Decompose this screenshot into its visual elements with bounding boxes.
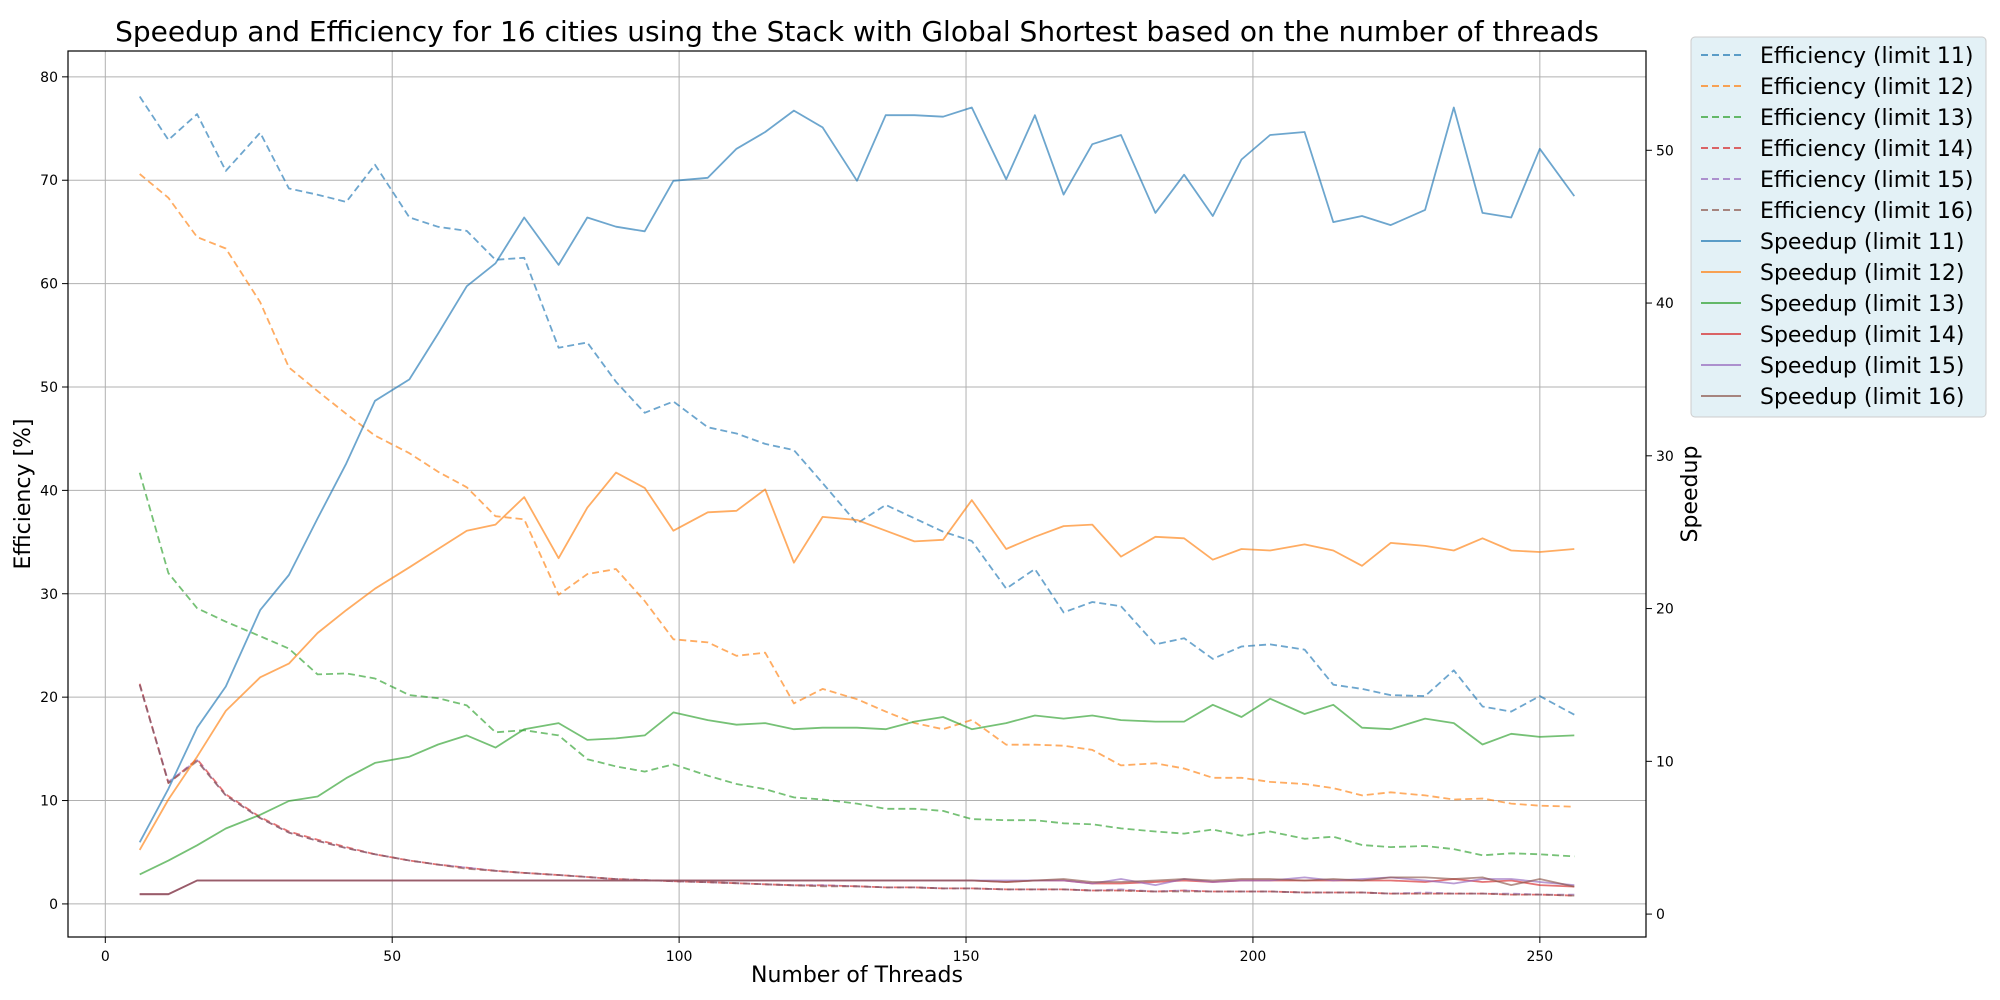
x-tick-label: 250 <box>1526 949 1553 965</box>
legend-label: Speedup (limit 16) <box>1760 385 1964 410</box>
x-tick-label: 50 <box>383 949 401 965</box>
legend-label: Speedup (limit 13) <box>1760 292 1964 317</box>
series-line <box>138 106 1576 843</box>
y-right-tick-label: 0 <box>1656 907 1665 923</box>
y-left-tick-label: 0 <box>49 897 58 913</box>
legend-label: Efficiency (limit 15) <box>1760 168 1974 193</box>
series-line <box>138 471 1575 851</box>
y-right-tick-label: 20 <box>1656 602 1674 618</box>
legend-label: Efficiency (limit 16) <box>1760 199 1974 224</box>
legend: Efficiency (limit 11) Efficiency (limit 1… <box>1690 36 1987 418</box>
y-left-tick-label: 70 <box>40 173 58 189</box>
y-right-tick-label: 10 <box>1656 754 1674 770</box>
series-line <box>139 697 1575 876</box>
y-left-tick-label: 30 <box>40 587 58 603</box>
y-right-tick-label: 40 <box>1656 296 1674 312</box>
x-axis-ticks: 0 50 100 150 200 250 <box>101 937 1553 965</box>
y-left-axis-label: Efficiency [%] <box>11 418 36 569</box>
legend-label: Speedup (limit 11) <box>1760 230 1964 255</box>
y-left-tick-label: 40 <box>40 483 58 499</box>
legend-label: Efficiency (limit 12) <box>1760 75 1974 100</box>
x-tick-label: 200 <box>1240 949 1267 965</box>
y-left-tick-label: 50 <box>40 380 58 396</box>
series-line <box>139 876 1575 896</box>
legend-items: Efficiency (limit 11) Efficiency (limit 1… <box>1701 44 1974 410</box>
series-line <box>138 472 1575 858</box>
y-left-axis-ticks: 0 10 20 30 40 50 60 70 80 <box>40 70 68 913</box>
series-line <box>138 96 1575 716</box>
series-line <box>138 684 1575 896</box>
y-left-tick-label: 10 <box>40 794 58 810</box>
x-axis-label: Number of Threads <box>751 963 963 988</box>
y-left-tick-label: 80 <box>40 70 58 86</box>
x-tick-label: 100 <box>666 949 693 965</box>
y-right-tick-label: 30 <box>1656 449 1674 465</box>
y-right-axis-ticks: 0 10 20 30 40 50 <box>1646 143 1674 923</box>
legend-label: Efficiency (limit 14) <box>1760 137 1974 162</box>
y-right-axis-label: Speedup <box>1678 446 1703 543</box>
y-left-tick-label: 60 <box>40 277 58 293</box>
legend-label: Efficiency (limit 13) <box>1760 106 1974 131</box>
x-tick-label: 0 <box>101 949 110 965</box>
chart-title: Speedup and Efficiency for 16 cities usi… <box>115 15 1599 48</box>
series-layer <box>138 96 1576 897</box>
legend-label: Efficiency (limit 11) <box>1760 44 1974 69</box>
legend-box <box>1690 36 1987 418</box>
legend-label: Speedup (limit 15) <box>1760 354 1964 379</box>
y-left-tick-label: 20 <box>40 690 58 706</box>
legend-label: Speedup (limit 14) <box>1760 323 1964 348</box>
series-line <box>138 683 1575 897</box>
x-tick-label: 150 <box>953 949 980 965</box>
series-line <box>139 173 1575 808</box>
y-right-tick-label: 50 <box>1656 143 1674 159</box>
series-line <box>138 684 1575 897</box>
plot-frame <box>67 50 1647 938</box>
legend-label: Speedup (limit 12) <box>1760 261 1964 286</box>
